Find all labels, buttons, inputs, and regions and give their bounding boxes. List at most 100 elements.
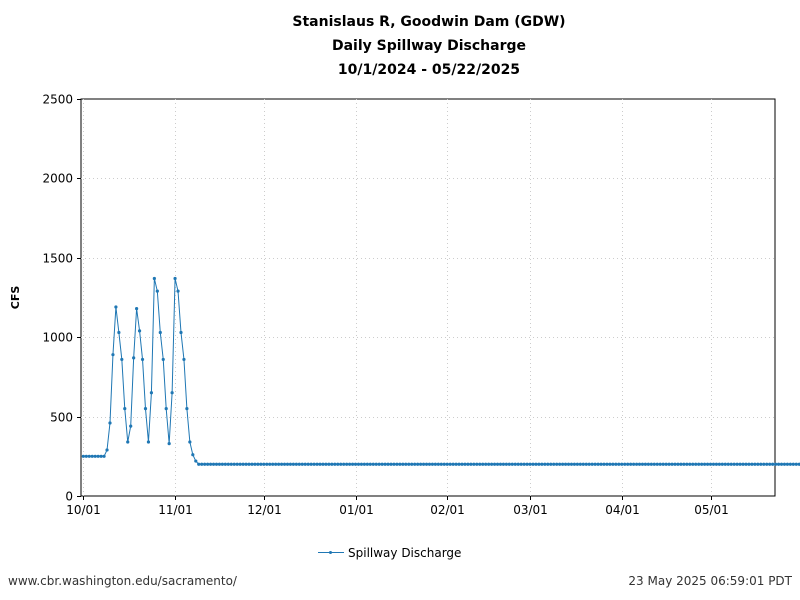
data-point — [200, 462, 204, 466]
data-point — [475, 462, 479, 466]
data-point — [498, 462, 503, 466]
data-point — [750, 462, 754, 466]
data-point — [247, 462, 251, 466]
data-point — [129, 424, 133, 428]
data-point — [211, 462, 216, 466]
data-point — [324, 462, 328, 466]
data-point — [717, 462, 721, 466]
data-point — [791, 462, 795, 466]
data-point — [220, 462, 224, 466]
x-tick-label: 10/01 — [66, 503, 101, 517]
data-point — [416, 462, 420, 466]
legend-label: Spillway Discharge — [348, 546, 462, 560]
data-point — [188, 440, 192, 444]
data-point — [599, 462, 603, 466]
x-tick-label: 04/01 — [605, 503, 640, 517]
data-point — [788, 462, 792, 466]
data-point — [702, 462, 707, 466]
data-point — [395, 462, 399, 466]
data-point — [549, 462, 553, 466]
data-point — [140, 357, 145, 362]
data-point — [345, 462, 349, 466]
data-point — [312, 462, 316, 466]
data-point — [634, 462, 639, 466]
data-point — [540, 462, 544, 466]
data-point — [682, 462, 686, 466]
data-point — [135, 307, 139, 311]
data-point — [114, 305, 118, 309]
data-point — [794, 462, 798, 466]
data-point — [348, 462, 352, 466]
data-point — [759, 462, 763, 466]
data-point — [472, 462, 476, 466]
y-tick-label: 2500 — [42, 93, 73, 107]
data-point — [522, 462, 526, 466]
data-point — [700, 462, 704, 466]
plot-frame — [80, 98, 776, 497]
x-tick-label: 02/01 — [430, 503, 465, 517]
data-point — [214, 462, 219, 466]
data-point — [232, 462, 236, 466]
chart-title-line-2: Daily Spillway Discharge — [331, 38, 526, 54]
data-point — [620, 462, 624, 466]
data-point — [646, 462, 650, 466]
data-point — [401, 462, 405, 466]
data-point — [670, 462, 674, 466]
data-point — [797, 462, 800, 466]
data-point — [81, 454, 85, 458]
data-point — [584, 462, 588, 466]
y-tick-label: 1000 — [42, 331, 73, 345]
data-point — [720, 462, 724, 466]
data-point — [528, 462, 532, 466]
data-point — [756, 462, 760, 466]
data-point — [531, 462, 535, 466]
data-point — [726, 462, 730, 466]
data-point — [108, 421, 112, 425]
x-tick-label: 05/01 — [694, 503, 729, 517]
data-point — [321, 462, 325, 466]
data-point — [543, 462, 547, 466]
data-point — [652, 462, 656, 466]
data-point — [389, 462, 393, 466]
data-point — [146, 440, 151, 444]
data-point — [507, 462, 511, 466]
data-point — [454, 462, 458, 466]
data-point — [649, 462, 653, 466]
footer-url: www.cbr.washington.edu/sacramento/ — [8, 574, 237, 588]
data-point — [155, 289, 159, 293]
data-point — [170, 391, 174, 395]
data-point — [339, 462, 343, 466]
data-point — [173, 276, 177, 281]
data-point — [667, 462, 671, 466]
data-point — [773, 462, 778, 466]
data-point — [484, 462, 488, 466]
data-point — [469, 462, 473, 466]
data-point — [614, 462, 618, 466]
data-point — [611, 462, 615, 466]
data-point — [424, 462, 429, 466]
data-point — [587, 462, 591, 466]
data-point — [404, 462, 408, 466]
data-point — [315, 462, 319, 466]
data-point — [504, 462, 508, 466]
data-point — [238, 462, 242, 466]
data-point — [256, 462, 260, 466]
data-point — [265, 462, 269, 466]
data-point — [383, 462, 387, 466]
y-tick-label: 1500 — [42, 252, 73, 266]
data-point — [776, 462, 781, 466]
data-point — [436, 462, 440, 466]
data-point — [407, 462, 411, 466]
data-point — [87, 454, 91, 458]
data-point — [244, 462, 248, 466]
data-point — [697, 462, 701, 466]
data-point — [99, 454, 103, 458]
data-point — [253, 462, 257, 466]
data-point — [143, 407, 148, 411]
data-point — [427, 462, 432, 466]
data-point — [137, 329, 142, 333]
data-point — [510, 462, 514, 466]
data-point — [362, 462, 366, 466]
y-axis-label: CFS — [9, 286, 22, 310]
